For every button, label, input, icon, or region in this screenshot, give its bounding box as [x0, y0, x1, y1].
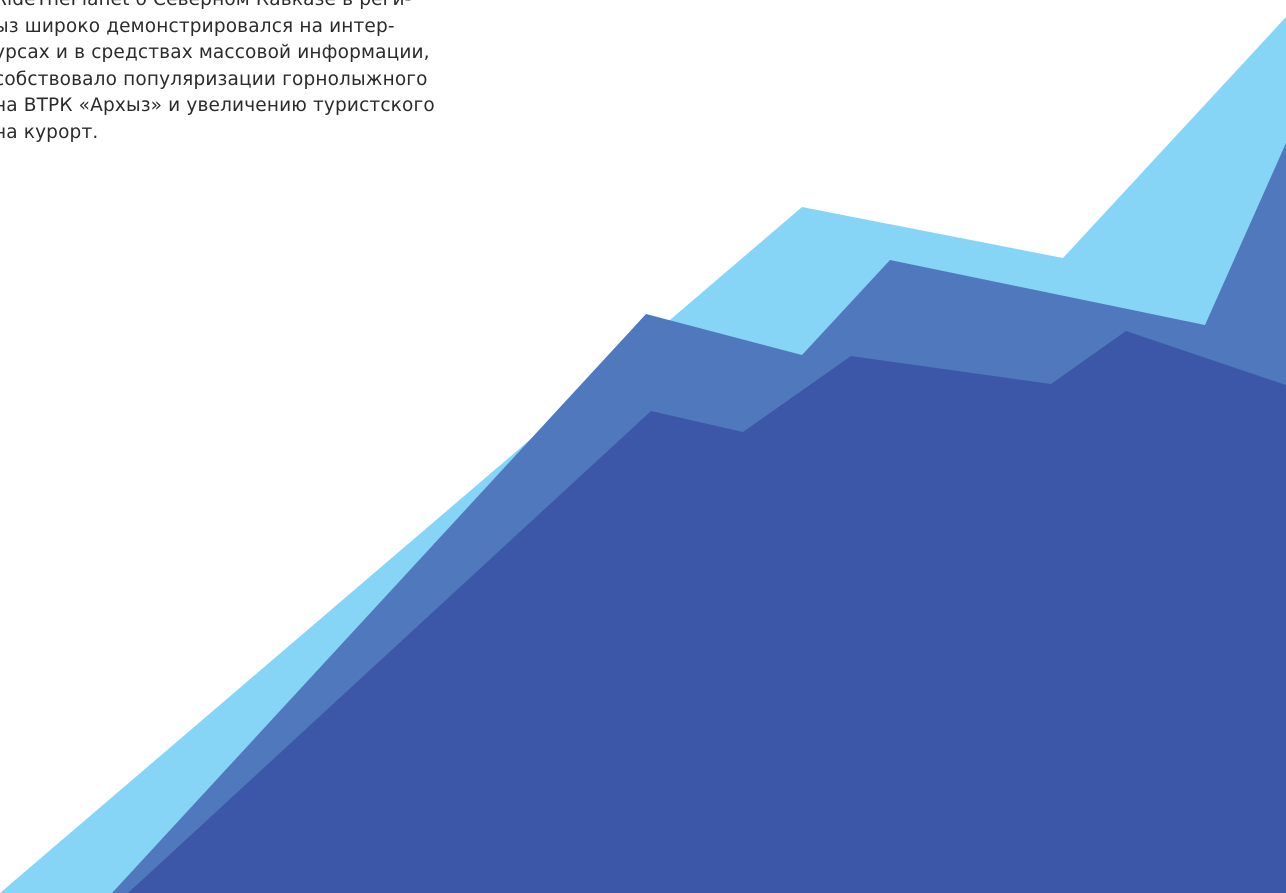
text-line: ыз широко демонстрировался на интер-: [0, 15, 395, 37]
body-paragraph: RideThePlanet о Северном Кавказе в реги-…: [0, 0, 514, 146]
text-line: собствовало популяризации горнолыжного: [0, 68, 428, 90]
text-line: RideThePlanet о Северном Кавказе в реги-: [0, 0, 514, 14]
mountain-dark-layer: [128, 331, 1286, 893]
text-line: урсах и в средствах массовой информации,: [0, 42, 430, 63]
text-line: на ВТРК «Архыз» и увеличению туристского: [0, 95, 435, 116]
text-line: на курорт.: [0, 121, 99, 143]
